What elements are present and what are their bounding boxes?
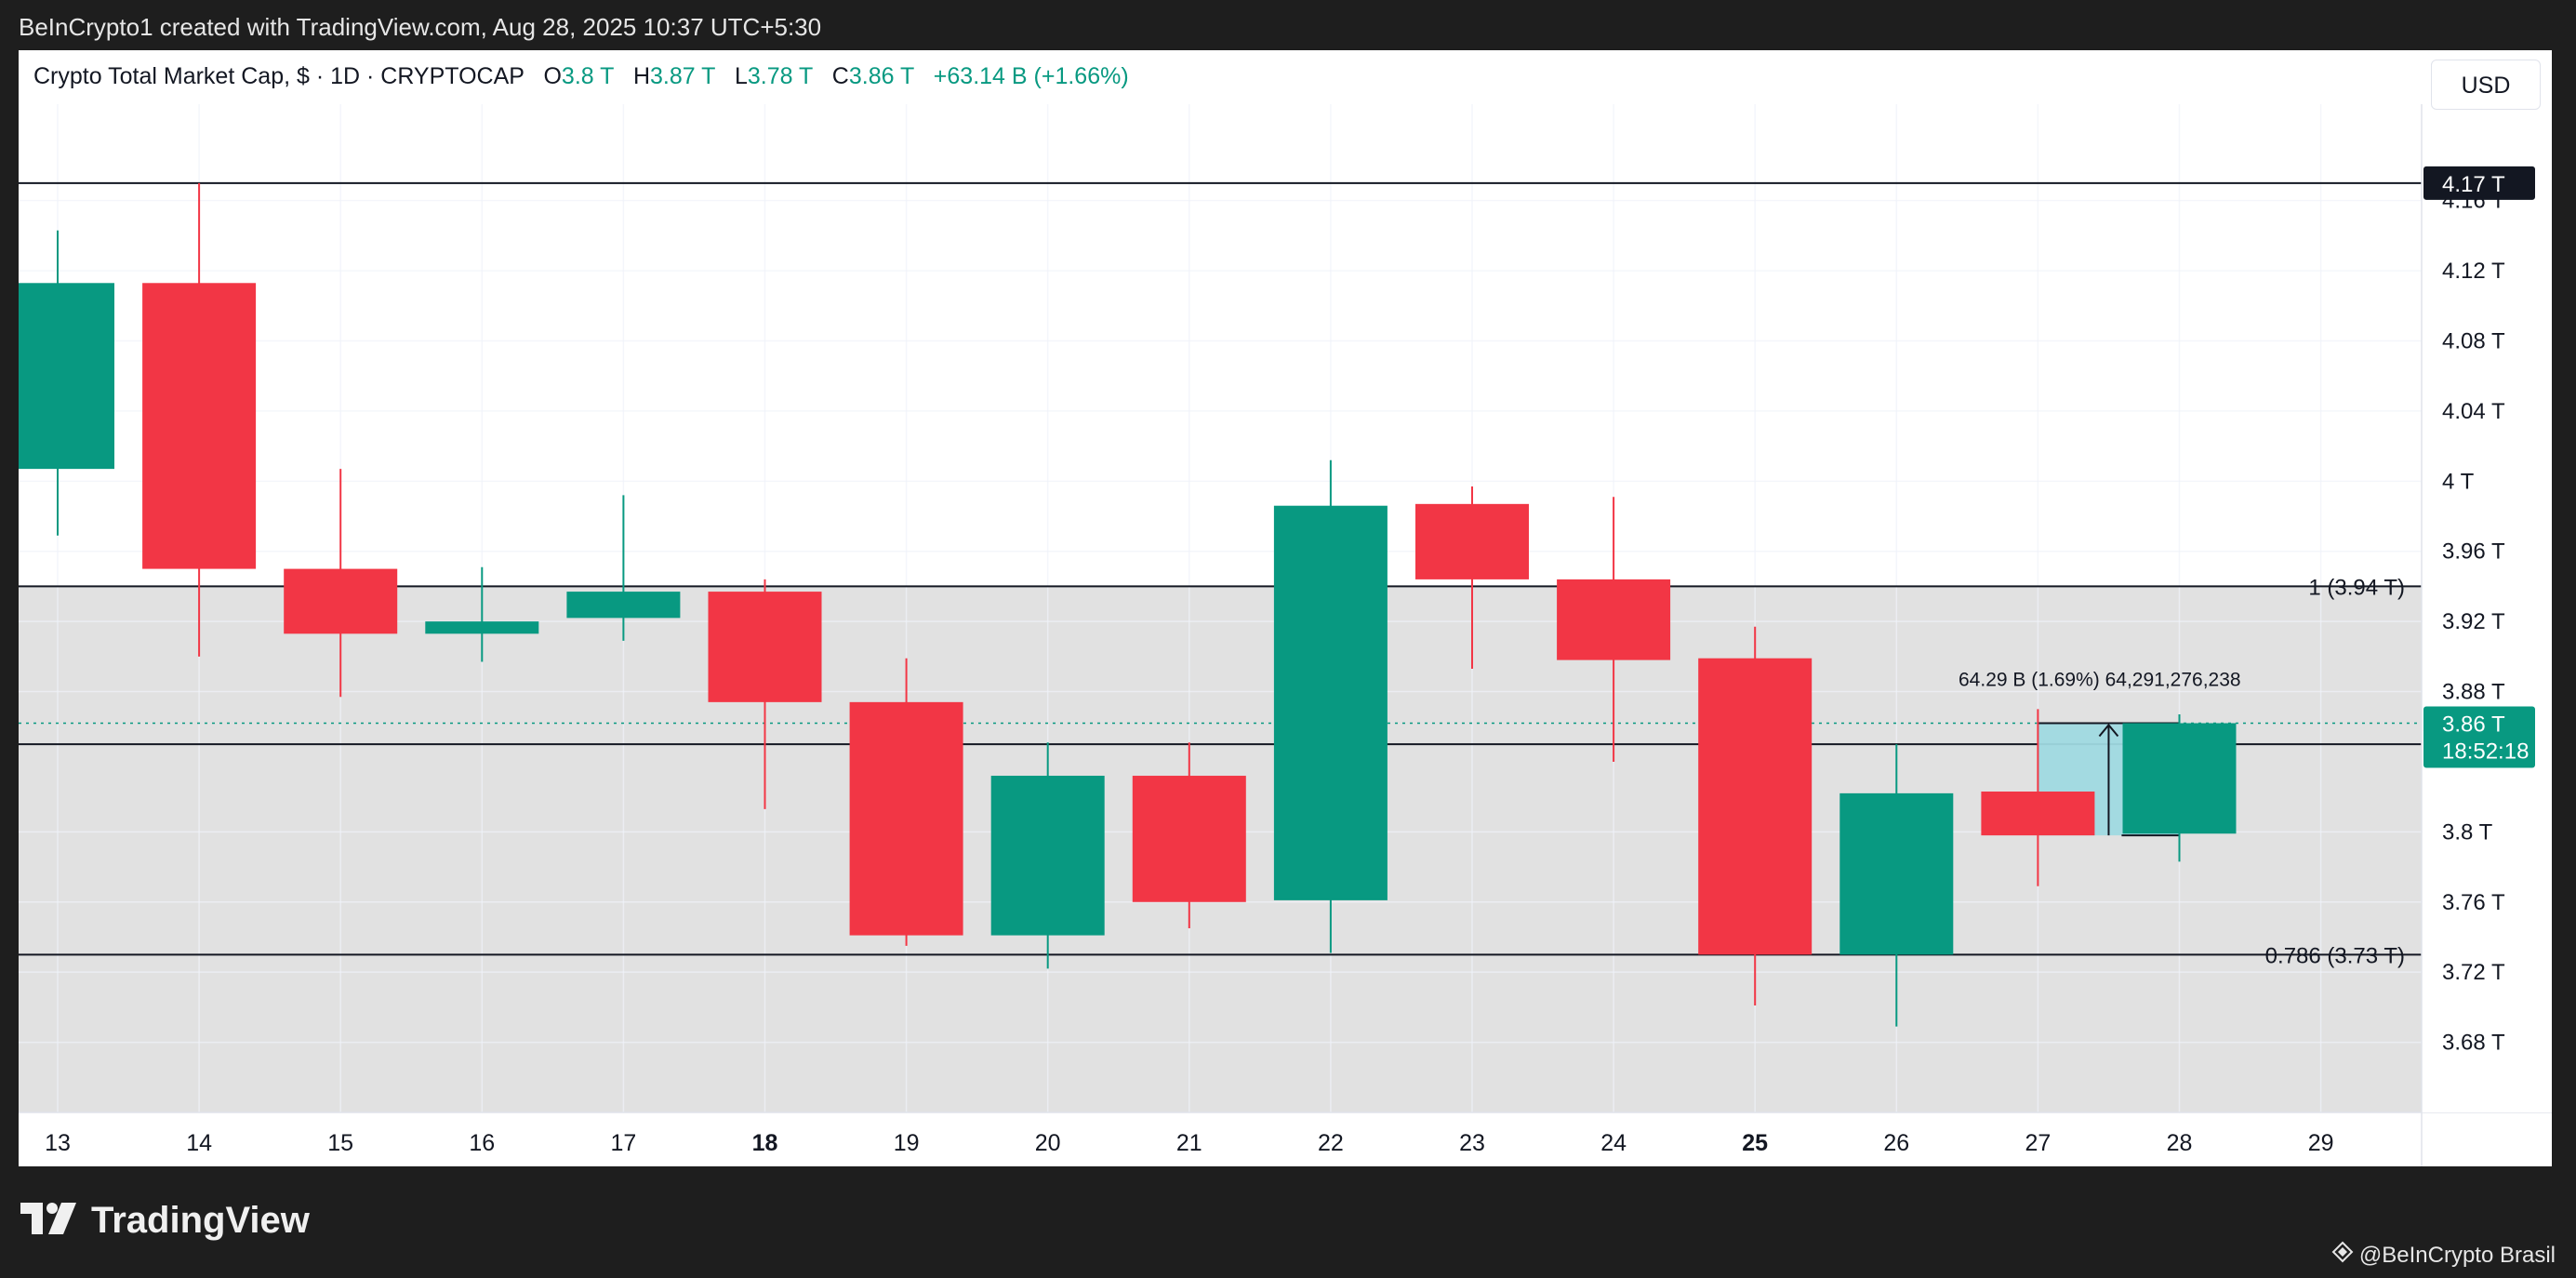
countdown-label: 18:52:18 xyxy=(2442,739,2529,764)
x-tick-label: 18 xyxy=(752,1130,778,1156)
open-value: 3.8 T xyxy=(561,63,614,89)
y-tick-label: 3.8 T xyxy=(2442,819,2493,845)
last-price-tag-bg xyxy=(2423,706,2535,768)
x-tick-label: 28 xyxy=(2167,1130,2193,1156)
candle-body xyxy=(566,592,681,619)
candle-body xyxy=(1981,792,2095,836)
x-tick-label: 24 xyxy=(1600,1130,1627,1156)
open-label: O xyxy=(543,63,562,89)
x-tick-label: 16 xyxy=(469,1130,495,1156)
x-tick-label: 27 xyxy=(2025,1130,2051,1156)
high-label: H xyxy=(632,63,651,89)
x-tick-label: 19 xyxy=(894,1130,920,1156)
x-tick-label: 22 xyxy=(1318,1130,1344,1156)
x-tick-label: 17 xyxy=(610,1130,636,1156)
x-tick-label: 15 xyxy=(327,1130,353,1156)
symbol-legend: Crypto Total Market Cap, $ · 1D · CRYPTO… xyxy=(33,63,1129,90)
x-tick-label: 25 xyxy=(1742,1130,1768,1156)
candlestick-chart[interactable]: 64.29 B (1.69%) 64,291,276,238 3.68 T 3.72… xyxy=(19,50,2552,1166)
close-value: 3.86 T xyxy=(848,63,914,89)
candle-body xyxy=(708,592,822,702)
candle-body xyxy=(1557,579,1671,660)
price-tag: 4.17 T xyxy=(2442,172,2505,197)
candle-body xyxy=(2122,723,2237,834)
y-tick-label: 4 T xyxy=(2442,469,2475,494)
candle-body xyxy=(142,283,257,569)
y-axis-area xyxy=(2422,104,2552,1112)
line-label: 1 (3.94 T) xyxy=(2308,575,2405,600)
candle-body xyxy=(19,283,114,470)
y-tick-label: 3.96 T xyxy=(2442,539,2505,565)
y-tick-label: 3.72 T xyxy=(2442,960,2505,985)
measure-arrow-head xyxy=(2098,723,2119,738)
close-label: C xyxy=(831,63,849,89)
measure-label: 64.29 B (1.69%) 64,291,276,238 xyxy=(1959,669,2241,690)
y-tick-label: 4.08 T xyxy=(2442,329,2505,354)
x-tick-label: 29 xyxy=(2308,1130,2334,1156)
x-axis-area xyxy=(19,1112,2552,1166)
y-tick-label: 3.92 T xyxy=(2442,609,2505,634)
candle-body xyxy=(425,621,539,634)
y-tick-label: 4.04 T xyxy=(2442,399,2505,424)
x-tick-label: 23 xyxy=(1459,1130,1485,1156)
candle-body xyxy=(284,568,398,634)
x-tick-label: 13 xyxy=(45,1130,71,1156)
x-tick-label: 26 xyxy=(1883,1130,1909,1156)
candle-body xyxy=(1273,505,1388,900)
x-tick-label: 14 xyxy=(186,1130,212,1156)
low-value: 3.78 T xyxy=(747,63,813,89)
brand-name: TradingView xyxy=(91,1200,310,1241)
candle-body xyxy=(1698,658,1812,955)
candle-body xyxy=(849,701,963,936)
y-tick-label: 3.76 T xyxy=(2442,890,2505,915)
x-tick-label: 21 xyxy=(1176,1130,1202,1156)
candle-body xyxy=(1132,776,1246,902)
price-tag-bg xyxy=(2423,166,2535,200)
y-tick-label: 3.88 T xyxy=(2442,680,2505,705)
symbol-title: Crypto Total Market Cap, $ · 1D · CRYPTO… xyxy=(33,63,524,89)
last-price-label: 3.86 T xyxy=(2442,712,2505,737)
watermark-text: @BeInCrypto Brasil xyxy=(2358,1242,2556,1268)
tradingview-logo-icon xyxy=(20,1203,80,1239)
low-label: L xyxy=(734,63,748,89)
candle-body xyxy=(1415,503,1529,579)
line-label: 0.786 (3.73 T) xyxy=(2265,943,2405,968)
chart-frame[interactable]: 64.29 B (1.69%) 64,291,276,238 3.68 T 3.72… xyxy=(19,50,2552,1166)
change-value: +63.14 B (+1.66%) xyxy=(933,63,1129,89)
y-tick-label: 3.68 T xyxy=(2442,1031,2505,1056)
tradingview-brand: TradingView xyxy=(20,1200,310,1242)
watermark: @BeInCrypto Brasil xyxy=(2331,1241,2556,1270)
diamond-icon xyxy=(2331,1241,2354,1270)
x-tick-label: 20 xyxy=(1035,1130,1061,1156)
candle-body xyxy=(990,776,1105,936)
candle-body xyxy=(1839,792,1954,955)
currency-button[interactable]: USD xyxy=(2431,60,2541,110)
chart-caption: BeInCrypto1 created with TradingView.com… xyxy=(19,13,822,41)
high-value: 3.87 T xyxy=(650,63,715,89)
y-tick-label: 4.12 T xyxy=(2442,259,2505,284)
